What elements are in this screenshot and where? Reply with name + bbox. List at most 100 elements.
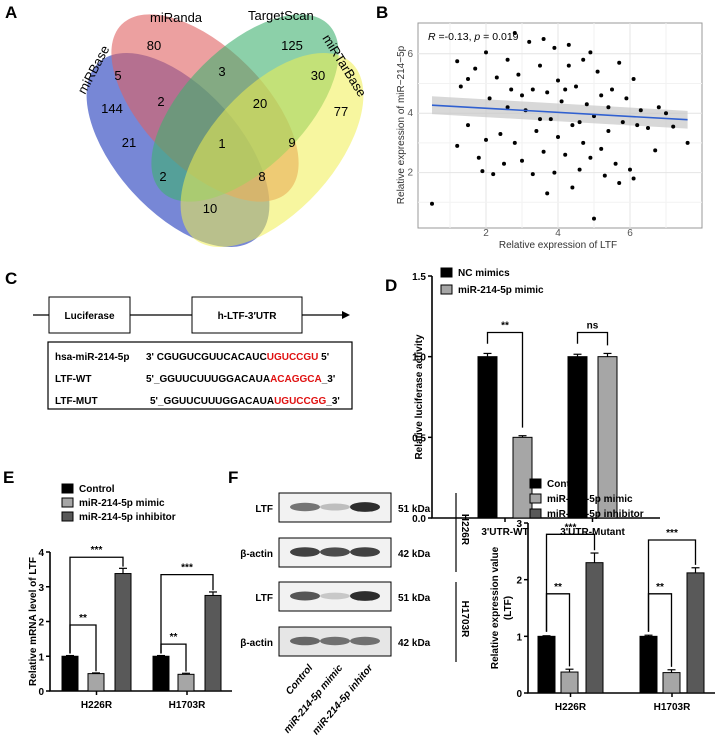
scatter-point [638, 108, 643, 113]
lane-label: Control [284, 663, 315, 697]
significance-bracket [647, 539, 697, 632]
scatter-point [455, 143, 460, 148]
protein-band [290, 547, 320, 557]
scatter-point [552, 170, 557, 175]
bar [204, 594, 222, 692]
scatter-point [599, 146, 604, 151]
significance-bracket [486, 331, 524, 428]
scatter-point [509, 87, 514, 92]
bar [114, 573, 132, 692]
panel-label-c: C [5, 269, 17, 288]
y-tick-label: 3 [516, 519, 522, 530]
x-tick-label: H226R [81, 700, 113, 711]
scatter-point [516, 72, 521, 77]
legend-swatch [440, 284, 453, 295]
scatter-point [635, 123, 640, 128]
sequence-suffix: _3' [325, 396, 340, 407]
scatter-point [530, 172, 535, 177]
blot-protein-label: LTF [255, 504, 273, 515]
scatter-point [653, 148, 658, 153]
y-axis-label: Relative mRNA level of LTF [28, 557, 39, 686]
scatter-point [512, 140, 517, 145]
scatter-point [538, 63, 542, 68]
sequence-text: 5'_GGUUCUUUGGACAUAUGUCCGG_3' [150, 396, 340, 407]
legend-swatch [529, 508, 542, 519]
sequence-suffix: 5' [318, 352, 329, 363]
scatter-point [588, 50, 593, 55]
regression-line [431, 104, 688, 121]
significance-label: ** [79, 613, 87, 624]
bar [512, 436, 533, 519]
venn-count: 77 [334, 104, 348, 119]
protein-band [320, 592, 350, 600]
scatter-point [545, 191, 550, 196]
y-tick-label: 4 [38, 548, 44, 559]
scatter-point [473, 66, 478, 71]
significance-bracket [545, 533, 596, 632]
scatter-point [556, 134, 560, 139]
correlation-annotation: R =-0.13, p = 0.019 [428, 31, 519, 43]
protein-band [320, 547, 350, 557]
y-tick-label: 1.5 [412, 272, 426, 283]
legend-swatch [61, 511, 74, 522]
y-tick-label: 3 [38, 583, 44, 594]
arrow-icon [342, 311, 350, 319]
sequence-box [47, 341, 353, 410]
venn-label-targetscan: TargetScan [248, 8, 314, 23]
scatter-point [494, 75, 499, 80]
significance-label: *** [91, 545, 103, 556]
luciferase-bar-chart: 0.0 0.5 1.0 1.5 3'UTR-WT ** 3'UTR-Mutant ns NC m… [412, 267, 660, 538]
sequence-name: LTF-WT [55, 374, 91, 385]
scatter-point [646, 126, 650, 131]
venn-count: 80 [147, 38, 161, 53]
bar [567, 356, 588, 519]
scatter-point [631, 77, 636, 82]
protein-band [350, 502, 380, 512]
scatter-point [430, 201, 434, 206]
significance-bracket [160, 573, 214, 654]
sequence-name: hsa-miR-214-5p [55, 352, 129, 363]
sequence-suffix: _3' [321, 374, 336, 385]
scatter-point [534, 129, 539, 134]
legend-label: miR-214-5p inhibitor [547, 509, 644, 520]
venn-count: 2 [157, 94, 164, 109]
protein-bar-chart: 0123H226R*****H1703R*****ControlmiR-214-… [490, 478, 715, 713]
scatter-point [563, 87, 568, 92]
ltf-utr-label: h-LTF-3′UTR [218, 311, 278, 322]
scatter-point [455, 59, 460, 64]
scatter-point [584, 102, 589, 107]
significance-label: *** [565, 522, 577, 533]
legend-swatch [529, 478, 542, 489]
legend-label: miR-214-5p inhibitor [79, 512, 176, 523]
scatter-point [570, 123, 575, 128]
legend-swatch [529, 493, 542, 504]
scatter-point [671, 124, 676, 129]
venn-count: 30 [311, 68, 325, 83]
legend-swatch [61, 497, 74, 508]
protein-band [290, 502, 320, 512]
venn-count: 144 [101, 101, 123, 116]
y-tick-label: 6 [407, 49, 413, 60]
scatter-point [480, 169, 485, 174]
scatter-point [556, 78, 560, 83]
x-tick-label: 4 [555, 228, 561, 239]
sequence-prefix: 5'_GGUUCUUUGGACAUA [146, 374, 270, 385]
seed-sequence: ACAGGCA [270, 374, 322, 385]
venn-count: 5 [114, 68, 121, 83]
bar [87, 673, 105, 692]
venn-count: 1 [218, 136, 225, 151]
significance-bracket [69, 556, 124, 654]
scatter-point [498, 131, 503, 136]
venn-count: 9 [288, 135, 295, 150]
protein-band [290, 591, 320, 601]
blot-kda-label: 42 kDa [398, 638, 431, 649]
panel-label-b: B [376, 3, 388, 22]
luciferase-label: Luciferase [64, 311, 114, 322]
scatter-point [484, 137, 488, 142]
scatter-point [538, 117, 542, 122]
legend-label: NC mimics [458, 268, 510, 279]
sequence-prefix: 5'_GGUUCUUUGGACAUA [150, 396, 274, 407]
scatter-point [545, 90, 550, 95]
panel-label-f: F [228, 468, 238, 487]
x-tick-label: H1703R [654, 702, 691, 713]
